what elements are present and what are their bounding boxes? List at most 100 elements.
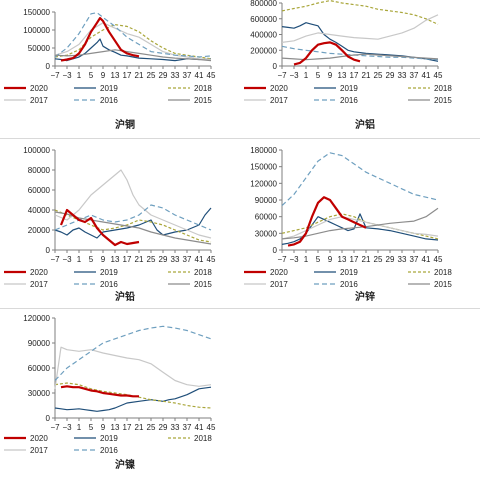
x-tick-label: 45 xyxy=(434,71,443,80)
chart-panel-3: 0 20000 40000 60000 80000 100000 −7 −3 1 5 9 13 17 21… xyxy=(4,146,216,303)
series-line-2017 xyxy=(54,169,212,239)
x-tick-label: 37 xyxy=(183,255,192,264)
x-tick-label: 37 xyxy=(183,423,192,432)
y-tick-label: 150000 xyxy=(250,163,277,172)
legend-label-2020: 2020 xyxy=(30,84,48,93)
chart-caption: 沪铜 xyxy=(115,118,135,131)
x-tick-label: −3 xyxy=(62,71,72,80)
y-tick-label: 0 xyxy=(273,62,278,71)
series-line-2017 xyxy=(54,22,212,61)
legend-label-2016: 2016 xyxy=(100,280,118,289)
x-tick-label: 1 xyxy=(77,423,82,432)
x-tick-label: 21 xyxy=(362,255,371,264)
x-tick-label: 45 xyxy=(207,71,216,80)
x-tick-label: 9 xyxy=(101,71,106,80)
x-tick-label: 41 xyxy=(195,423,204,432)
x-tick-label: 33 xyxy=(171,423,180,432)
x-tick-label: 9 xyxy=(101,423,106,432)
legend-label-2020: 2020 xyxy=(30,434,48,443)
series-line-2019 xyxy=(281,22,439,62)
legend-label-2015: 2015 xyxy=(434,96,452,105)
x-tick-label: −3 xyxy=(289,71,299,80)
series-line-2020 xyxy=(287,196,367,247)
x-tick-label: 17 xyxy=(123,255,132,264)
legend-label-2020: 2020 xyxy=(30,268,48,277)
x-tick-label: 41 xyxy=(422,255,431,264)
x-tick-label: 45 xyxy=(207,423,216,432)
panel-separator xyxy=(0,138,480,139)
x-tick-label: 29 xyxy=(159,71,168,80)
x-tick-label: −3 xyxy=(289,255,299,264)
x-tick-label: 17 xyxy=(350,255,359,264)
legend-label-2018: 2018 xyxy=(194,434,212,443)
y-tick-label: 90000 xyxy=(255,196,278,205)
y-tick-label: 60000 xyxy=(28,186,51,195)
chart-caption: 沪铝 xyxy=(355,118,375,131)
legend-label-2017: 2017 xyxy=(30,446,48,455)
legend-label-2018: 2018 xyxy=(194,268,212,277)
chart-caption: 沪锌 xyxy=(355,290,375,303)
series-line-2015 xyxy=(54,211,212,245)
x-tick-label: 25 xyxy=(374,255,383,264)
x-tick-label: 33 xyxy=(171,255,180,264)
x-tick-label: 21 xyxy=(135,71,144,80)
x-tick-label: 13 xyxy=(111,71,120,80)
y-tick-label: 90000 xyxy=(28,339,51,348)
series-line-2018 xyxy=(54,382,212,409)
x-tick-label: 1 xyxy=(77,71,82,80)
x-tick-label: 25 xyxy=(374,71,383,80)
series-line-2020 xyxy=(60,17,140,62)
x-tick-label: 41 xyxy=(195,71,204,80)
legend-label-2016: 2016 xyxy=(340,280,358,289)
y-tick-label: 180000 xyxy=(250,146,277,155)
legend-label-2017: 2017 xyxy=(30,280,48,289)
x-tick-label: −7 xyxy=(277,255,287,264)
x-tick-label: 29 xyxy=(386,71,395,80)
x-tick-label: 41 xyxy=(422,71,431,80)
x-tick-label: 5 xyxy=(89,423,94,432)
legend-label-2017: 2017 xyxy=(30,96,48,105)
legend-label-2016: 2016 xyxy=(100,96,118,105)
legend-label-2017: 2017 xyxy=(270,280,288,289)
legend-label-2015: 2015 xyxy=(194,280,212,289)
x-tick-label: 21 xyxy=(135,255,144,264)
x-tick-label: 41 xyxy=(195,255,204,264)
chart-panel-2: 0 200000 400000 600000 800000 −7 −3 1 5 9 13 17 21 25… xyxy=(244,0,452,131)
legend-label-2019: 2019 xyxy=(340,268,358,277)
x-tick-label: 17 xyxy=(123,71,132,80)
x-tick-label: 13 xyxy=(111,255,120,264)
y-tick-label: 150000 xyxy=(23,8,50,17)
x-tick-label: −3 xyxy=(62,255,72,264)
legend-label-2020: 2020 xyxy=(270,84,288,93)
y-tick-label: 200000 xyxy=(250,46,277,55)
series-line-2016 xyxy=(54,325,212,381)
legend-label-2017: 2017 xyxy=(270,96,288,105)
series-line-2020 xyxy=(59,208,140,247)
x-tick-label: 33 xyxy=(171,71,180,80)
x-tick-label: −7 xyxy=(50,255,60,264)
series-line-2017 xyxy=(281,14,439,43)
chart-panel-4: 0 30000 60000 90000 120000 150000 180000 −7 −3 1 5… xyxy=(244,146,452,303)
x-tick-label: 25 xyxy=(147,71,156,80)
series-line-2015 xyxy=(281,53,439,61)
x-tick-label: 9 xyxy=(328,255,333,264)
y-tick-label: 60000 xyxy=(28,364,51,373)
y-tick-label: 30000 xyxy=(28,389,51,398)
x-tick-label: 45 xyxy=(434,255,443,264)
x-tick-label: 1 xyxy=(304,71,309,80)
x-tick-label: 25 xyxy=(147,255,156,264)
y-tick-label: 0 xyxy=(46,414,51,423)
y-tick-label: 80000 xyxy=(28,166,51,175)
x-tick-label: 33 xyxy=(398,71,407,80)
series-line-2016 xyxy=(281,45,439,61)
x-tick-label: 33 xyxy=(398,255,407,264)
x-tick-label: 5 xyxy=(89,255,94,264)
legend-label-2015: 2015 xyxy=(434,280,452,289)
y-tick-label: 0 xyxy=(273,246,278,255)
x-tick-label: 29 xyxy=(159,423,168,432)
series-line-2015 xyxy=(281,207,439,240)
legend-label-2015: 2015 xyxy=(194,96,212,105)
y-tick-label: 400000 xyxy=(250,31,277,40)
legend-label-2019: 2019 xyxy=(340,84,358,93)
